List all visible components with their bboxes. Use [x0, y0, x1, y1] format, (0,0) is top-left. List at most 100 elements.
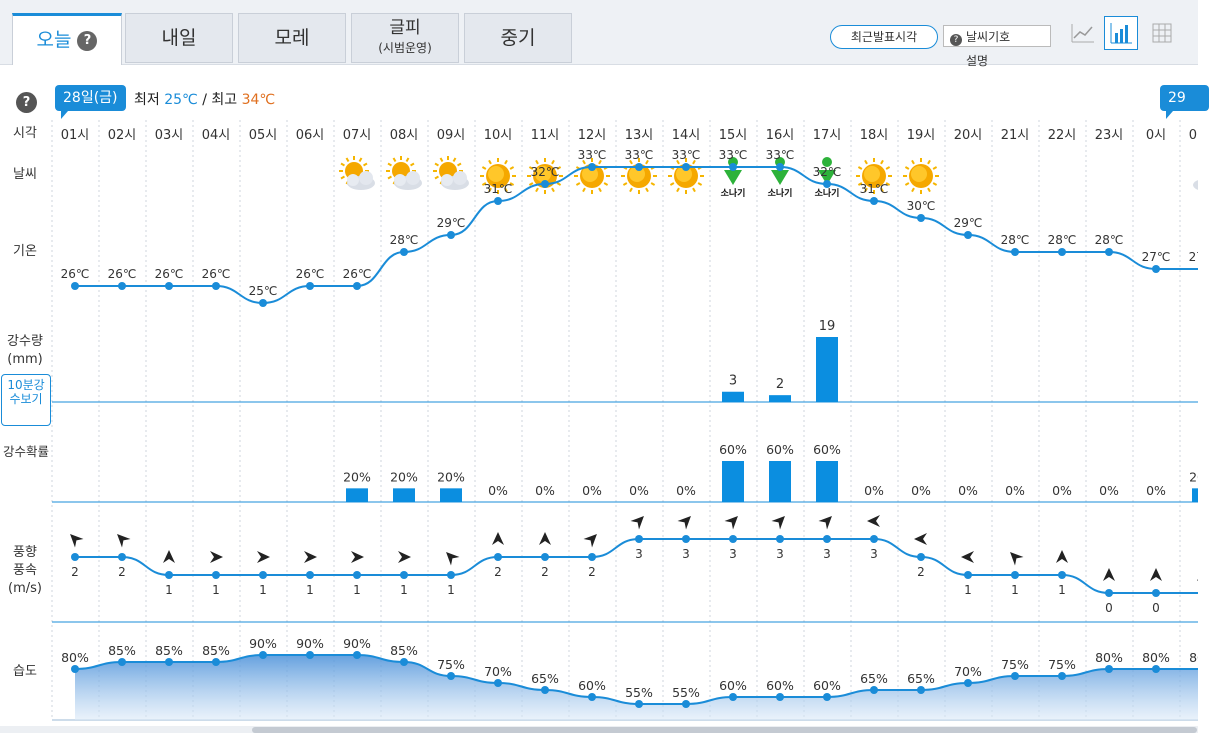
- wind-point: [541, 553, 549, 561]
- wind-arrow-icon: [351, 551, 364, 563]
- min-temp-value: 25℃: [164, 92, 198, 108]
- hour-label: 16시: [766, 128, 795, 143]
- temperature-point: [1011, 248, 1019, 256]
- temperature-label: 33℃: [625, 148, 654, 162]
- temperature-point: [306, 282, 314, 290]
- humidity-value: 90%: [343, 636, 371, 651]
- min-max-separator: /: [202, 92, 207, 108]
- wind-point: [353, 571, 361, 579]
- humidity-value: 80%: [1095, 650, 1123, 665]
- humidity-point: [306, 651, 314, 659]
- tab-glpi[interactable]: 글피 (시범운영): [351, 13, 459, 63]
- wind-arrow-icon: [818, 516, 832, 530]
- hour-label: 07시: [343, 128, 372, 143]
- weather-legend-button[interactable]: ? 날씨기호: [943, 25, 1051, 47]
- humidity-point: [1058, 672, 1066, 680]
- temperature-label: 32℃: [813, 165, 842, 179]
- tab-glpi-label: 글피: [389, 18, 421, 38]
- help-icon[interactable]: ?: [16, 92, 37, 113]
- precip-bar: [722, 391, 744, 402]
- precip-label: 강수량: [7, 334, 43, 349]
- table-icon: [1152, 23, 1172, 43]
- line-chart-icon: [1071, 24, 1094, 43]
- humidity-value: 85%: [390, 643, 418, 658]
- moon-icon: [1100, 161, 1115, 191]
- prob-value: 0%: [864, 483, 884, 498]
- temperature-point: [212, 282, 220, 290]
- tab-day-after-label: 모레: [274, 27, 310, 49]
- humidity-value: 65%: [860, 671, 888, 686]
- wind-arrow-icon: [1103, 568, 1115, 581]
- wind-arrow-icon: [539, 532, 551, 545]
- sun-icon: [668, 158, 704, 194]
- tab-tomorrow[interactable]: 내일: [125, 13, 233, 63]
- help-icon[interactable]: ?: [77, 30, 98, 51]
- humidity-point: [353, 651, 361, 659]
- moon-icon: [160, 161, 175, 191]
- wind-arrow-icon: [961, 551, 974, 563]
- wind-point: [259, 571, 267, 579]
- humidity-point: [776, 693, 784, 701]
- humidity-value: 80%: [61, 650, 89, 665]
- temperature-point: [447, 231, 455, 239]
- hour-label: 02시: [108, 128, 137, 143]
- humidity-value: 55%: [625, 685, 653, 700]
- hour-label: 0시: [1146, 128, 1166, 143]
- bar-chart-view-button[interactable]: [1104, 16, 1138, 50]
- prob-bar: [393, 488, 415, 502]
- wind-arrow-icon: [583, 534, 597, 548]
- temperature-point: [729, 163, 737, 171]
- prob-value: 0%: [629, 483, 649, 498]
- wind-speed-value: 1: [400, 583, 408, 597]
- humidity-value: 75%: [1048, 657, 1076, 672]
- ten-minute-precip-button[interactable]: 10분강수보기: [1, 374, 51, 426]
- humidity-point: [1152, 665, 1160, 673]
- row-label-humidity: 습도: [13, 664, 37, 679]
- wind-speed-value: 0: [1152, 601, 1160, 615]
- precip-unit: (mm): [7, 352, 43, 367]
- humidity-point: [729, 693, 737, 701]
- temperature-point: [1058, 248, 1066, 256]
- hour-label: 13시: [625, 128, 654, 143]
- tab-day-after[interactable]: 모레: [238, 13, 346, 63]
- wind-speed-value: 1: [212, 583, 220, 597]
- moon-icon: [1053, 161, 1068, 191]
- row-label-temperature: 기온: [13, 244, 37, 259]
- hour-label: 01시: [1189, 128, 1198, 143]
- table-view-button[interactable]: [1145, 16, 1179, 50]
- humidity-point: [447, 672, 455, 680]
- row-label-time: 시각: [13, 126, 37, 141]
- prob-value: 60%: [813, 442, 841, 457]
- wind-speed-value: 2: [494, 565, 502, 579]
- recent-release-button[interactable]: 최근발표시각: [830, 25, 938, 49]
- wind-speed-value: 1: [1011, 583, 1019, 597]
- hour-label: 14시: [672, 128, 701, 143]
- temperature-label: 33℃: [578, 148, 607, 162]
- wind-point: [447, 571, 455, 579]
- wind-speed-label: 풍속: [13, 563, 37, 578]
- bar-chart-icon: [1110, 23, 1132, 44]
- temperature-point: [259, 299, 267, 307]
- min-temp-label: 최저: [134, 92, 160, 108]
- prob-bar: [440, 488, 462, 502]
- prob-value: 0%: [535, 483, 555, 498]
- scrollbar-thumb[interactable]: [252, 727, 1197, 733]
- min-max-temp: 최저 25℃ / 최고 34℃: [134, 89, 275, 109]
- tab-today-label: 오늘: [36, 29, 72, 51]
- prob-value: 0%: [1005, 483, 1025, 498]
- precip-bar: [769, 395, 791, 402]
- prob-bar: [816, 461, 838, 502]
- wind-point: [776, 535, 784, 543]
- wind-point: [165, 571, 173, 579]
- tab-today[interactable]: 오늘?: [12, 13, 122, 65]
- moon-icon: [301, 161, 316, 191]
- temperature-point: [635, 163, 643, 171]
- line-chart-view-button[interactable]: [1066, 16, 1100, 50]
- humidity-point: [964, 679, 972, 687]
- humidity-value: 70%: [484, 664, 512, 679]
- temperature-label: 28℃: [1048, 233, 1077, 247]
- tab-midterm[interactable]: 중기: [464, 13, 572, 63]
- wind-point: [588, 553, 596, 561]
- wind-speed-value: 1: [353, 583, 361, 597]
